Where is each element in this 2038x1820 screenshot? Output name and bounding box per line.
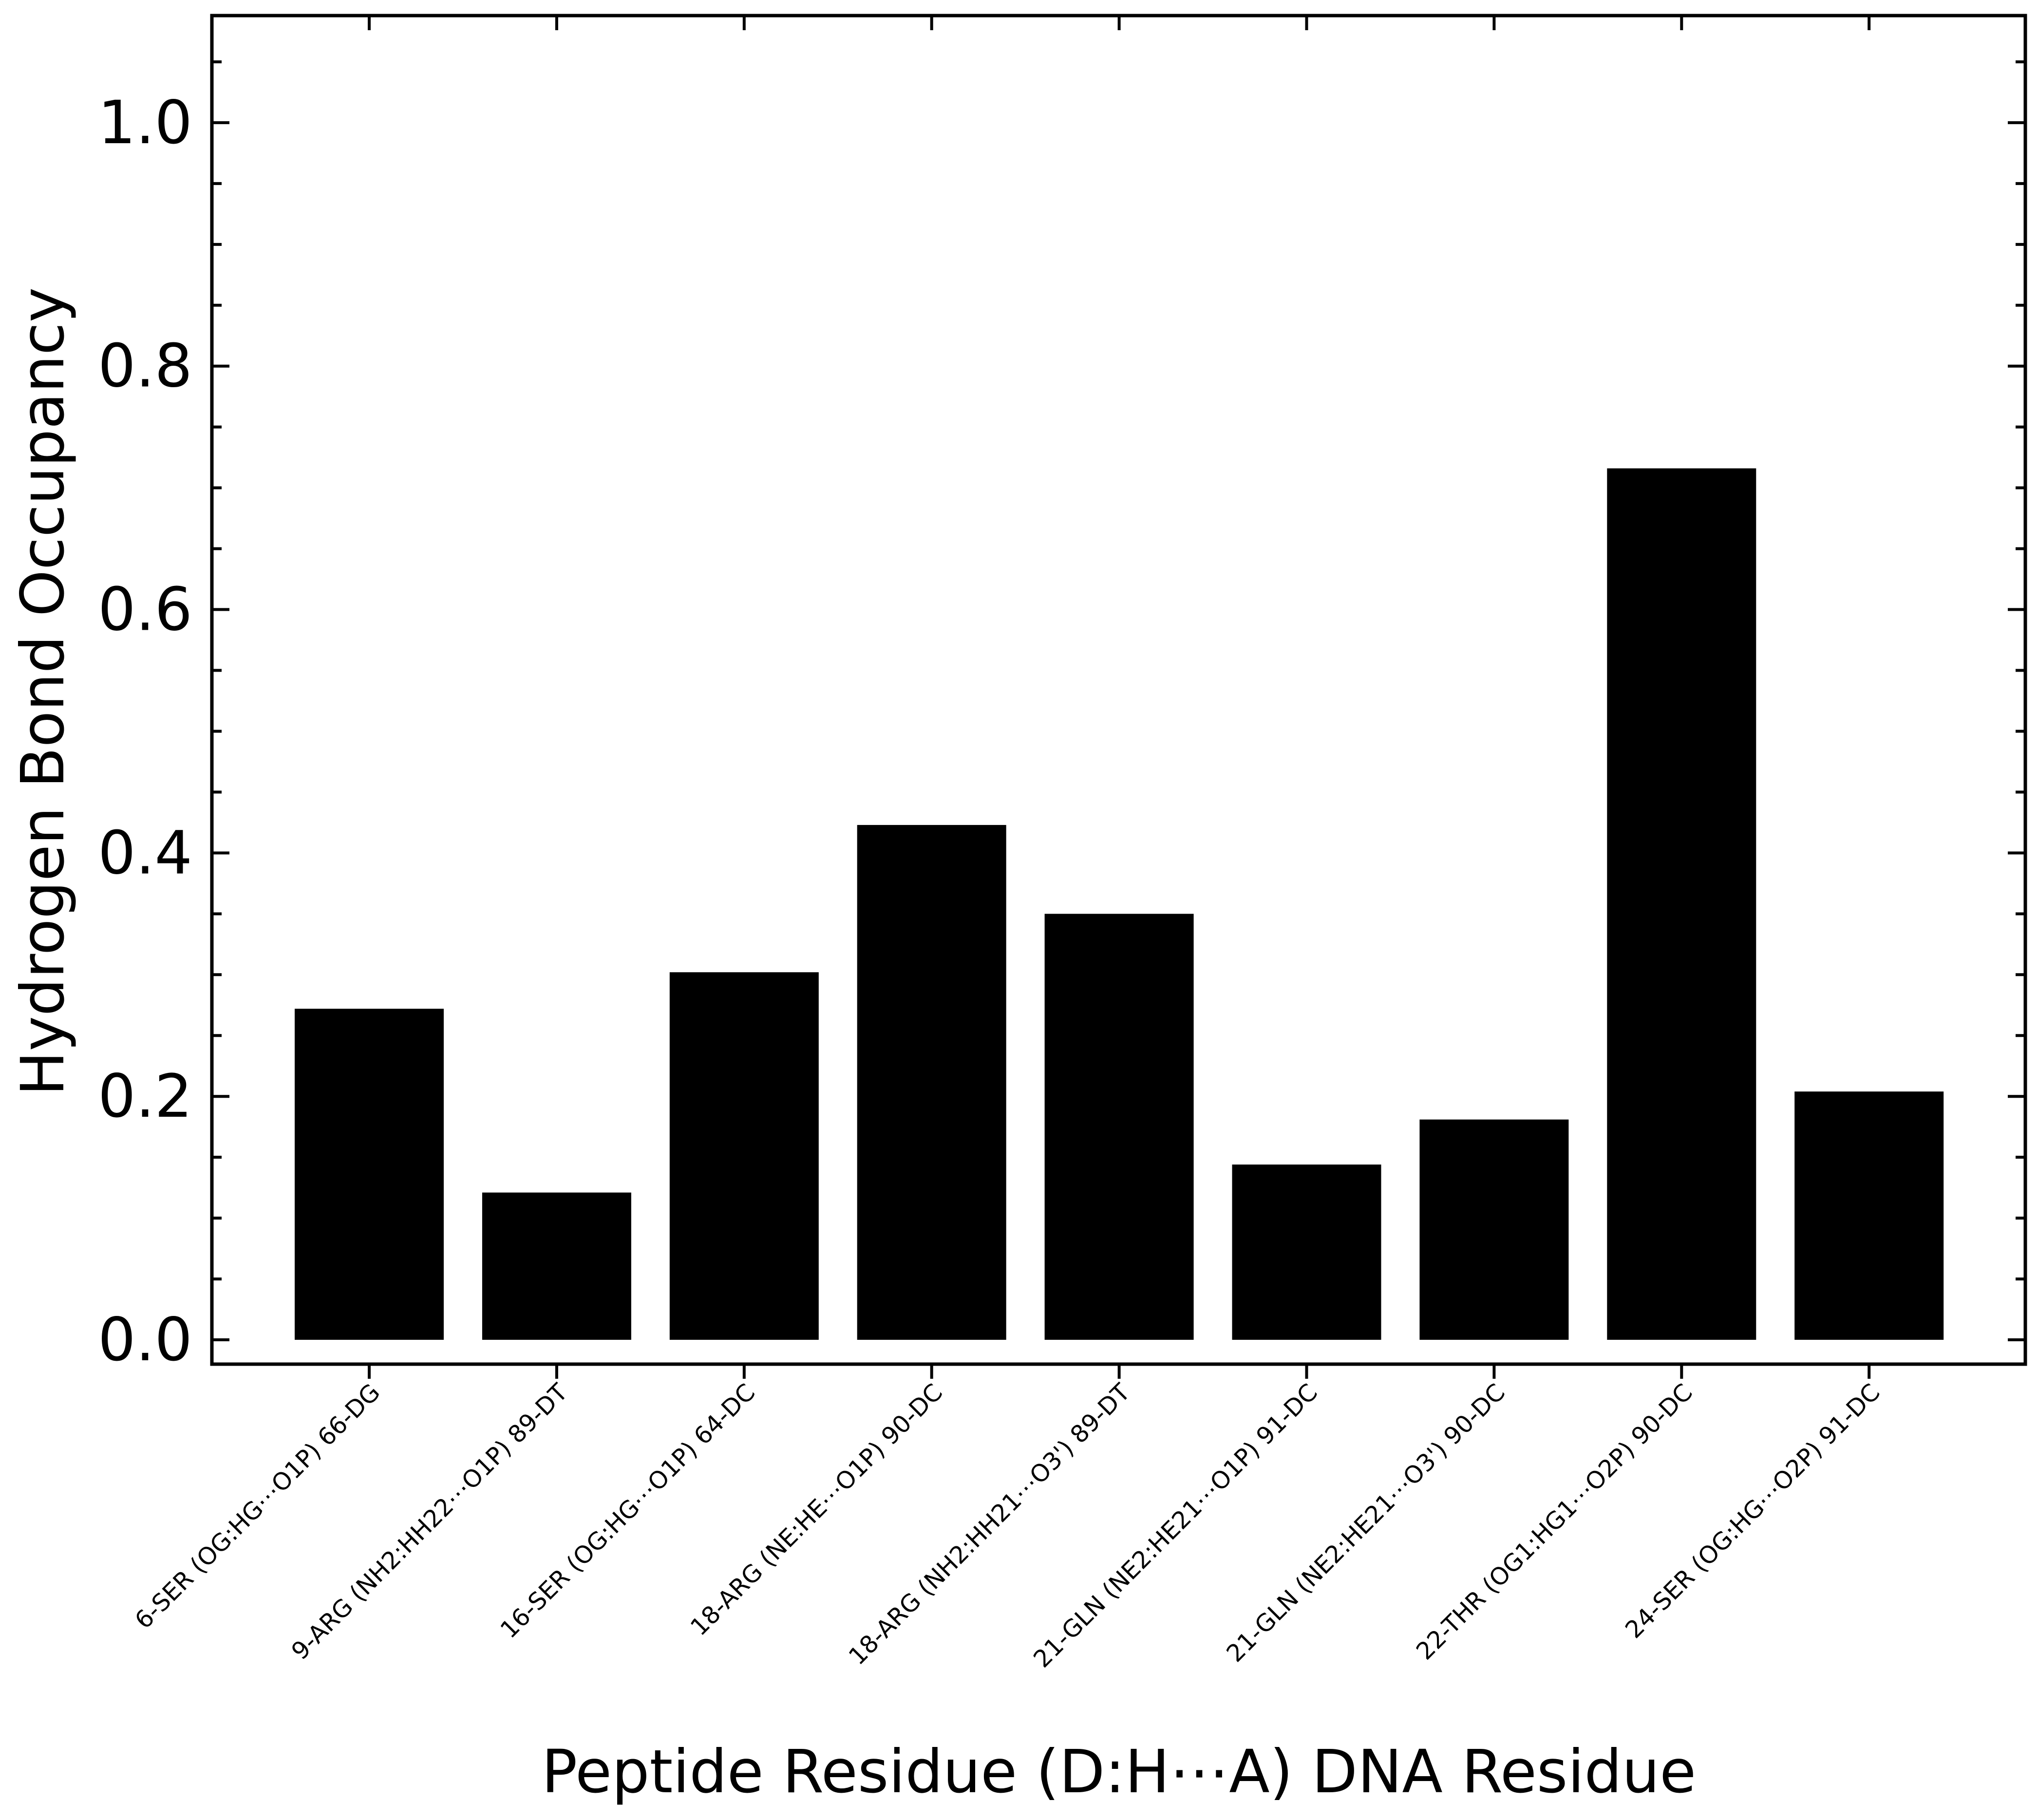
y-tick-label: 0.0 [98,1305,192,1374]
x-axis-label: Peptide Residue (D:H⋯A) DNA Residue [542,1737,1696,1806]
y-tick-label: 0.6 [98,575,192,644]
bar [669,972,819,1340]
bar [1044,914,1194,1340]
y-tick-labels: 0.0 0.2 0.4 0.6 0.8 1.0 [98,88,192,1374]
bar [1232,1164,1381,1340]
bar [1607,468,1756,1340]
y-tick-label: 0.8 [98,332,192,401]
bar [295,1009,444,1340]
x-tick-labels: 6-SER (OG:HG⋯O1P) 66-DG9-ARG (NH2:HH22⋯O… [130,1378,1886,1673]
plot-frame [210,14,2027,1366]
y-axis-label: Hydrogen Bond Occupancy [8,287,77,1096]
bars-group [295,468,1944,1340]
bar [1419,1119,1569,1340]
ticks-group [212,16,2025,1379]
bar [1794,1091,1944,1340]
bar [482,1192,631,1340]
y-tick-label: 1.0 [98,88,192,157]
bar [857,825,1006,1340]
y-tick-label: 0.4 [98,818,192,887]
y-tick-label: 0.2 [98,1062,192,1131]
